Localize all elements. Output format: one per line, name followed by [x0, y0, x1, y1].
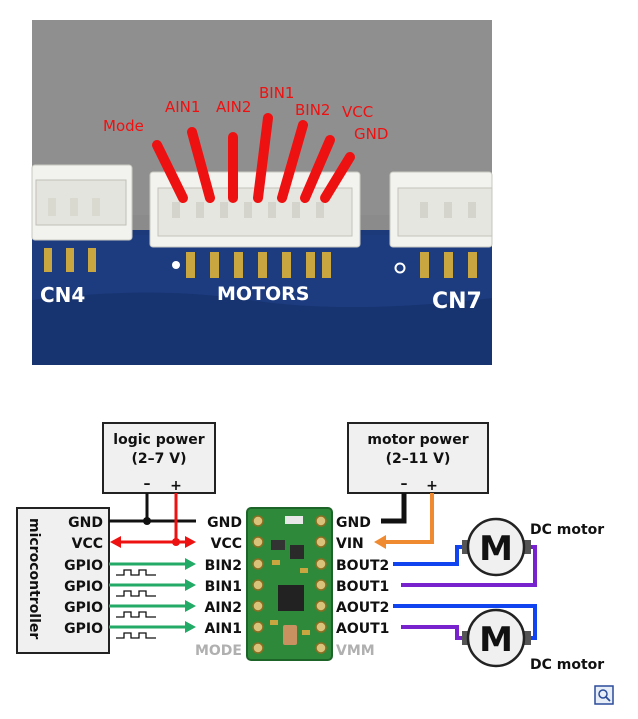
label-mode: Mode — [103, 117, 144, 135]
logic-power-title: logic power — [113, 432, 204, 448]
driver-pin-ain2: AIN2 — [204, 600, 242, 616]
label-ain2: AIN2 — [216, 98, 251, 116]
wiring-diagram: logic power (2–7 V) – + motor power (2–1… — [16, 422, 604, 673]
logic-power-range: (2–7 V) — [132, 451, 187, 467]
mcu-pin-gpio-4: GPIO — [64, 621, 103, 637]
driver-pin-mode: MODE — [195, 643, 242, 659]
label-bin1: BIN1 — [259, 84, 294, 102]
logic-power-box — [102, 422, 216, 494]
driver-pin-aout1: AOUT1 — [336, 621, 389, 637]
motor-power-minus: – — [401, 476, 408, 492]
dc-motor-b: M — [462, 517, 531, 577]
red-wires — [152, 113, 355, 203]
label-gnd: GND — [354, 125, 388, 143]
board-label-motors: MOTORS — [217, 283, 310, 305]
driver-pin-bout2: BOUT2 — [336, 558, 389, 574]
mcu-pin-gpio-1: GPIO — [64, 558, 103, 574]
logic-power-minus: – — [144, 476, 151, 492]
driver-pin-vmm: VMM — [336, 643, 375, 659]
mcu-pin-gpio-3: GPIO — [64, 600, 103, 616]
driver-pin-aout2: AOUT2 — [336, 600, 389, 616]
driver-pin-gnd-left: GND — [207, 515, 242, 531]
board-label-cn7: CN7 — [432, 289, 482, 314]
label-ain1: AIN1 — [165, 98, 200, 116]
driver-pin-ain1: AIN1 — [204, 621, 242, 637]
motor-gnd-wire — [381, 493, 407, 524]
driver-pin-vcc: VCC — [211, 536, 242, 552]
connector-photo: Mode AIN1 AIN2 BIN1 BIN2 VCC GND CN4 MOT… — [31, 20, 493, 365]
driver-pin-bout1: BOUT1 — [336, 579, 389, 595]
motor-power-range: (2–11 V) — [386, 451, 451, 467]
gpio-signal-arrows — [109, 558, 196, 639]
driver-pin-bin2: BIN2 — [205, 558, 242, 574]
motor-power-plus: + — [426, 478, 438, 494]
driver-pin-bin1: BIN1 — [205, 579, 242, 595]
motor-power-title: motor power — [367, 432, 468, 448]
microcontroller-label: microcontroller — [26, 518, 42, 639]
driver-board — [246, 507, 333, 661]
motor-a-symbol: M — [479, 620, 513, 660]
motor-b-label: DC motor — [530, 522, 604, 538]
gnd-wire — [109, 493, 196, 523]
vin-wire — [383, 493, 434, 544]
logic-power-plus: + — [170, 478, 182, 494]
mcu-pin-gnd: GND — [68, 515, 103, 531]
mcu-pin-gpio-2: GPIO — [64, 579, 103, 595]
driver-pin-vin: VIN — [336, 536, 364, 552]
motor-b-symbol: M — [479, 529, 513, 569]
zoom-icon[interactable] — [594, 685, 614, 705]
vcc-wire — [118, 493, 187, 544]
driver-pin-gnd-right: GND — [336, 515, 371, 531]
motor-a-label: DC motor — [530, 657, 604, 673]
mcu-pin-vcc: VCC — [72, 536, 103, 552]
label-bin2: BIN2 — [295, 101, 330, 119]
board-label-cn4: CN4 — [40, 283, 85, 307]
motor-power-box — [347, 422, 489, 494]
label-vcc: VCC — [342, 103, 373, 121]
dc-motor-a: M — [462, 608, 531, 668]
microcontroller-box — [16, 507, 110, 654]
